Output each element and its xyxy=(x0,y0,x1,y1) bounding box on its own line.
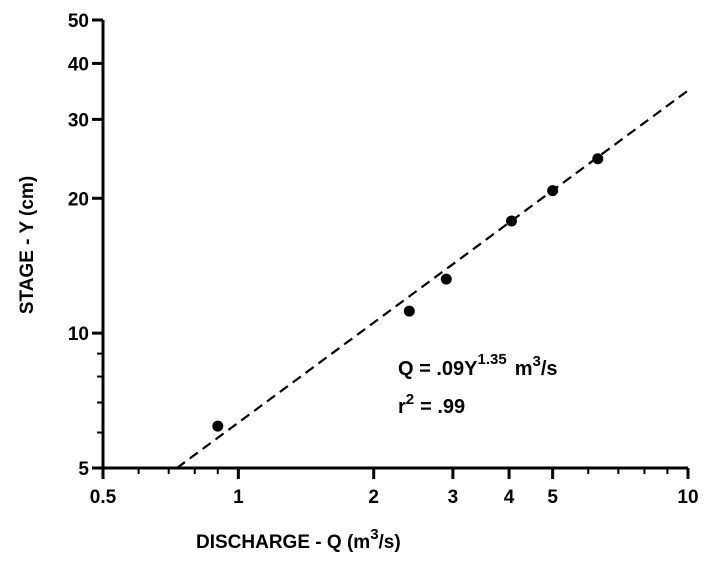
equation-annotation: Q = .09Y1.35 m3/s xyxy=(398,351,558,380)
y-tick-labels: 5 10 20 30 40 50 xyxy=(68,11,90,480)
r2-value: = .99 xyxy=(420,396,465,418)
y-axis-title: STAGE - Y (cm) xyxy=(17,176,38,314)
x-tick-labels: 0.5 1 2 3 4 5 10 xyxy=(90,487,699,508)
x-tick-label: 0.5 xyxy=(90,487,117,508)
equation-unit-tail: /s xyxy=(541,358,558,380)
x-axis-title-main: DISCHARGE - Q (m xyxy=(196,532,370,553)
fit-line-group xyxy=(176,89,689,469)
y-tick-label: 20 xyxy=(68,189,89,210)
y-tick-label: 50 xyxy=(68,11,89,32)
x-tick-label: 1 xyxy=(233,487,244,508)
x-tick-label: 10 xyxy=(677,487,698,508)
x-tick-label: 3 xyxy=(448,487,459,508)
data-point xyxy=(592,153,604,165)
equation-unit-sup: 3 xyxy=(533,353,541,370)
data-points xyxy=(212,153,604,432)
ticks xyxy=(92,18,690,479)
fit-line xyxy=(176,89,689,469)
axes xyxy=(101,20,688,470)
x-tick-label: 2 xyxy=(368,487,379,508)
y-tick-label: 5 xyxy=(78,459,89,480)
data-point xyxy=(212,420,224,432)
x-tick-label: 4 xyxy=(504,487,515,508)
equation-prefix: Q = .09Y xyxy=(398,358,478,380)
data-point xyxy=(505,215,517,227)
x-axis-title: DISCHARGE - Q (m3/s) xyxy=(196,526,401,553)
r2-annotation: r2 = .99 xyxy=(398,391,465,418)
x-tick-label: 5 xyxy=(547,487,558,508)
r2-sup: 2 xyxy=(406,391,414,408)
x-axis-title-tail: /s) xyxy=(379,532,401,553)
equation-unit-main: m xyxy=(515,358,533,380)
x-axis-title-sup: 3 xyxy=(370,526,378,543)
data-point xyxy=(403,305,415,317)
data-point xyxy=(440,273,452,285)
r2-prefix: r xyxy=(398,396,406,418)
data-point xyxy=(547,185,559,197)
y-tick-label: 10 xyxy=(68,324,89,345)
y-tick-label: 40 xyxy=(68,54,89,75)
y-tick-label: 30 xyxy=(68,110,89,131)
equation-exponent: 1.35 xyxy=(478,351,507,368)
